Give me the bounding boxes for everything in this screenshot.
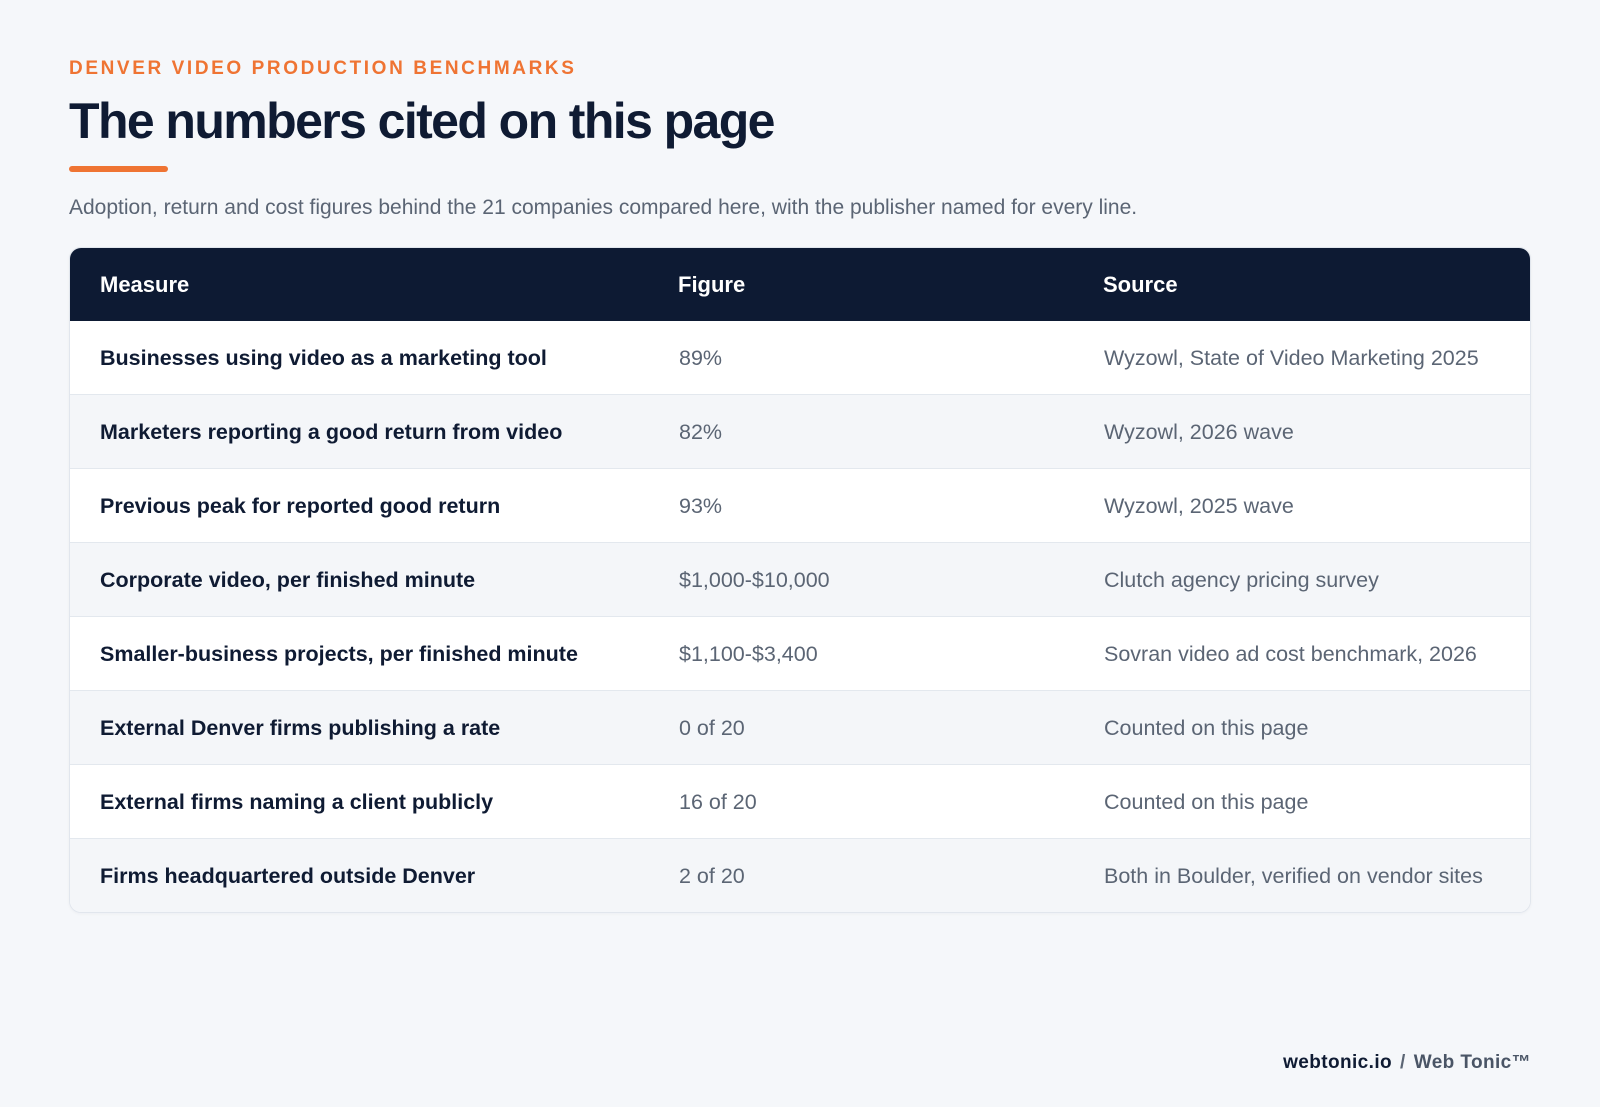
figure-cell: 89%	[679, 346, 723, 370]
footer-separator: /	[1400, 1052, 1406, 1073]
benchmarks-table-card: Measure Figure Source Businesses using v…	[69, 247, 1531, 913]
figure-cell: 2 of 20	[679, 864, 745, 888]
column-header-figure: Figure	[678, 271, 746, 297]
title-underline	[69, 166, 168, 172]
table-row: Corporate video, per finished minute $1,…	[70, 542, 1530, 617]
page-subtitle: Adoption, return and cost figures behind…	[69, 196, 1138, 219]
figure-cell: 0 of 20	[679, 716, 745, 740]
table-row: Marketers reporting a good return from v…	[70, 394, 1530, 469]
measure-cell: Corporate video, per finished minute	[100, 568, 476, 592]
table-header: Measure Figure Source	[70, 248, 1530, 321]
table-header-row: Measure Figure Source	[70, 248, 1530, 321]
page-title: The numbers cited on this page	[69, 93, 775, 149]
table-row: External firms naming a client publicly …	[70, 764, 1530, 839]
source-cell: Wyzowl, State of Video Marketing 2025	[1104, 346, 1479, 370]
table-row: Firms headquartered outside Denver 2 of …	[70, 838, 1530, 912]
measure-cell: Marketers reporting a good return from v…	[100, 420, 563, 444]
measure-cell: Previous peak for reported good return	[100, 494, 501, 518]
measure-cell: Businesses using video as a marketing to…	[100, 346, 547, 370]
table-row: External Denver firms publishing a rate …	[70, 690, 1530, 765]
footer-credit: webtonic.io / Web Tonic™	[1283, 1052, 1531, 1074]
measure-cell: Firms headquartered outside Denver	[100, 864, 476, 888]
measure-cell: External Denver firms publishing a rate	[100, 716, 501, 740]
source-cell: Wyzowl, 2025 wave	[1104, 494, 1294, 518]
figure-cell: 93%	[679, 494, 723, 518]
measure-cell: External firms naming a client publicly	[100, 790, 494, 814]
table-body: Businesses using video as a marketing to…	[70, 321, 1530, 912]
measure-cell: Smaller-business projects, per finished …	[100, 642, 578, 666]
benchmarks-table: Measure Figure Source Businesses using v…	[70, 248, 1530, 912]
table-row: Businesses using video as a marketing to…	[70, 321, 1530, 395]
eyebrow-label: DENVER VIDEO PRODUCTION BENCHMARKS	[69, 58, 577, 79]
source-cell: Both in Boulder, verified on vendor site…	[1104, 864, 1483, 888]
table-row: Smaller-business projects, per finished …	[70, 616, 1530, 691]
figure-cell: $1,100-$3,400	[679, 642, 818, 666]
footer-brand: Web Tonic™	[1413, 1052, 1531, 1073]
column-header-source: Source	[1103, 271, 1178, 297]
column-header-measure: Measure	[100, 271, 190, 297]
footer-domain: webtonic.io	[1283, 1052, 1393, 1073]
source-cell: Counted on this page	[1104, 716, 1309, 740]
source-cell: Clutch agency pricing survey	[1104, 568, 1379, 592]
figure-cell: 16 of 20	[679, 790, 757, 814]
table-row: Previous peak for reported good return 9…	[70, 468, 1530, 543]
figure-cell: $1,000-$10,000	[679, 568, 830, 592]
figure-cell: 82%	[679, 420, 723, 444]
source-cell: Wyzowl, 2026 wave	[1104, 420, 1294, 444]
source-cell: Sovran video ad cost benchmark, 2026	[1104, 642, 1477, 666]
source-cell: Counted on this page	[1104, 790, 1309, 814]
